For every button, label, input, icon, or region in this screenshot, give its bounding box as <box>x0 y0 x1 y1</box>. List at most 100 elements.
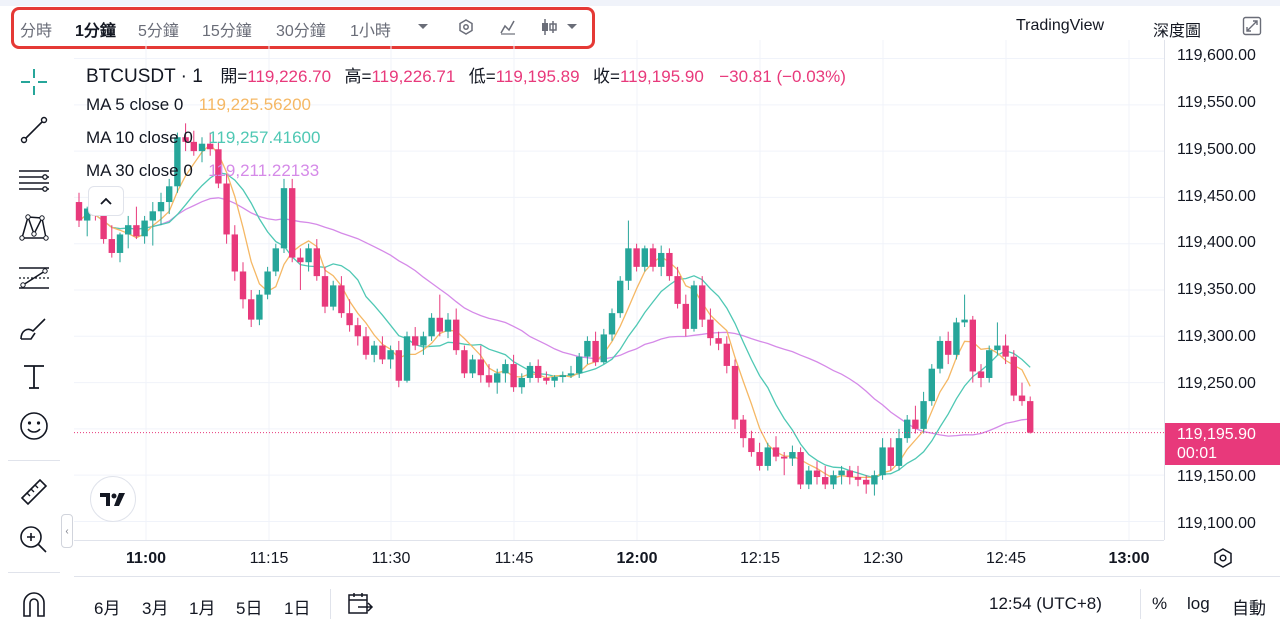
candle-body <box>141 220 148 237</box>
ma10-label: MA 10 close 0 <box>86 128 193 147</box>
ruler-icon <box>20 478 48 506</box>
ma30-legend[interactable]: MA 30 close 0 119,211.22133 <box>86 161 319 181</box>
top-toolbar: 分時 1分鐘 5分鐘 15分鐘 30分鐘 1小時 TradingView 深度圖 <box>0 0 1280 54</box>
trendline-tool[interactable] <box>14 110 54 150</box>
ruler-tool[interactable] <box>14 472 54 512</box>
candle-body <box>321 276 329 307</box>
goto-date-button[interactable] <box>346 591 374 622</box>
range-5d[interactable]: 5日 <box>236 599 263 618</box>
price-tick: 119,550.00 <box>1177 94 1256 111</box>
candle-body <box>174 137 181 187</box>
ma10-legend[interactable]: MA 10 close 0 119,257.41600 <box>86 128 320 148</box>
range-3m[interactable]: 3月 <box>142 599 169 618</box>
range-1m[interactable]: 1月 <box>189 599 216 618</box>
indicator-settings-button[interactable] <box>457 18 475 41</box>
smiley-icon <box>20 412 48 440</box>
legend-collapse-button[interactable] <box>88 186 124 216</box>
candle-body <box>346 313 353 326</box>
log-scale-toggle[interactable]: log <box>1187 594 1210 613</box>
price-axis[interactable]: 119,600.00 119,550.00 119,500.00 119,450… <box>1164 40 1280 540</box>
tradingview-tab[interactable]: TradingView <box>1016 17 1105 34</box>
chevron-down-icon <box>418 24 428 29</box>
candle-body <box>280 188 288 249</box>
range-1d[interactable]: 1日 <box>284 599 311 618</box>
candle-body <box>789 452 796 459</box>
candle-body <box>969 319 976 372</box>
timezone-clock[interactable]: 12:54 (UTC+8) <box>989 594 1102 613</box>
zoom-tool[interactable] <box>14 520 54 560</box>
candle-body <box>436 317 443 332</box>
axis-settings-button[interactable] <box>1212 547 1234 574</box>
candle-body <box>953 322 960 355</box>
tv-logo-icon <box>100 493 125 506</box>
candle-body <box>256 294 263 320</box>
high-value: 119,226.71 <box>371 67 456 86</box>
horizontal-lines-tool[interactable] <box>14 160 54 200</box>
candle-body <box>444 319 452 332</box>
price-tick: 119,150.00 <box>1177 468 1256 485</box>
candle-body <box>879 447 886 476</box>
candle-body <box>887 447 894 466</box>
chart-type-dropdown[interactable] <box>540 17 580 42</box>
tool-separator <box>8 460 60 461</box>
emoji-tool[interactable] <box>14 406 54 446</box>
timeframe-highlight-box <box>11 7 595 49</box>
forecast-tool[interactable] <box>14 258 54 298</box>
text-tool[interactable] <box>14 356 54 396</box>
candle-body <box>822 477 829 485</box>
timeframe-1min[interactable]: 1分鐘 <box>75 23 116 40</box>
candle-body <box>863 479 870 485</box>
ma5-legend[interactable]: MA 5 close 0 119,225.56200 <box>86 95 311 115</box>
chevron-up-icon <box>100 197 112 205</box>
timeframe-tick[interactable]: 分時 <box>20 23 53 40</box>
ma5-value: 119,225.56200 <box>198 95 311 114</box>
candle-body <box>133 225 140 237</box>
candle-body <box>1027 401 1034 433</box>
candle-body <box>731 365 739 420</box>
candle-body <box>248 299 255 320</box>
change-value: −30.81 (−0.03%) <box>719 67 846 86</box>
brush-tool[interactable] <box>14 308 54 348</box>
time-axis[interactable]: 11:00 11:15 11:30 11:45 12:00 12:15 12:3… <box>74 540 1164 574</box>
candle-body <box>395 350 402 381</box>
more-timeframes-dropdown[interactable] <box>416 19 430 37</box>
trendline-icon <box>20 116 48 144</box>
candle-countdown: 00:01 <box>1177 445 1218 462</box>
candle-body <box>526 365 534 378</box>
timeframe-5min[interactable]: 5分鐘 <box>138 23 179 40</box>
chart-pane[interactable] <box>74 40 1164 540</box>
candle-body <box>674 276 681 304</box>
price-tick: 119,250.00 <box>1177 375 1256 392</box>
tradingview-logo[interactable] <box>90 476 136 522</box>
time-tick: 11:45 <box>494 550 534 567</box>
auto-scale-toggle[interactable]: 自動 <box>1232 599 1266 618</box>
depth-chart-tab[interactable]: 深度圖 <box>1153 23 1202 40</box>
magnet-icon <box>23 592 45 617</box>
time-tick: 12:30 <box>862 550 904 567</box>
pattern-tool[interactable] <box>14 208 54 248</box>
toolbar-collapse-handle[interactable]: ‹ <box>61 514 73 548</box>
candle-body <box>715 338 722 344</box>
candle-body <box>354 325 361 337</box>
candle-body <box>748 438 755 453</box>
timeframe-30min[interactable]: 30分鐘 <box>276 23 326 40</box>
candle-body <box>239 271 247 300</box>
timeframe-15min[interactable]: 15分鐘 <box>202 23 252 40</box>
candle-body <box>125 225 132 235</box>
percent-scale-toggle[interactable]: % <box>1152 594 1168 613</box>
timeframe-1h[interactable]: 1小時 <box>350 23 391 40</box>
candle-body <box>928 368 935 402</box>
magnet-tool[interactable] <box>14 584 54 624</box>
candle-body <box>518 377 525 388</box>
ma30-line <box>78 197 1031 437</box>
symbol-label[interactable]: BTCUSDT · 1 <box>86 66 203 87</box>
candle-body <box>264 271 271 295</box>
crosshair-tool[interactable] <box>14 62 54 102</box>
time-tick: 12:15 <box>739 550 781 567</box>
indicators-button[interactable] <box>499 18 517 41</box>
fullscreen-button[interactable] <box>1242 16 1262 41</box>
range-6m[interactable]: 6月 <box>94 599 121 618</box>
candle-body <box>936 340 944 369</box>
candle-body <box>633 248 640 267</box>
candle-body <box>690 285 698 329</box>
